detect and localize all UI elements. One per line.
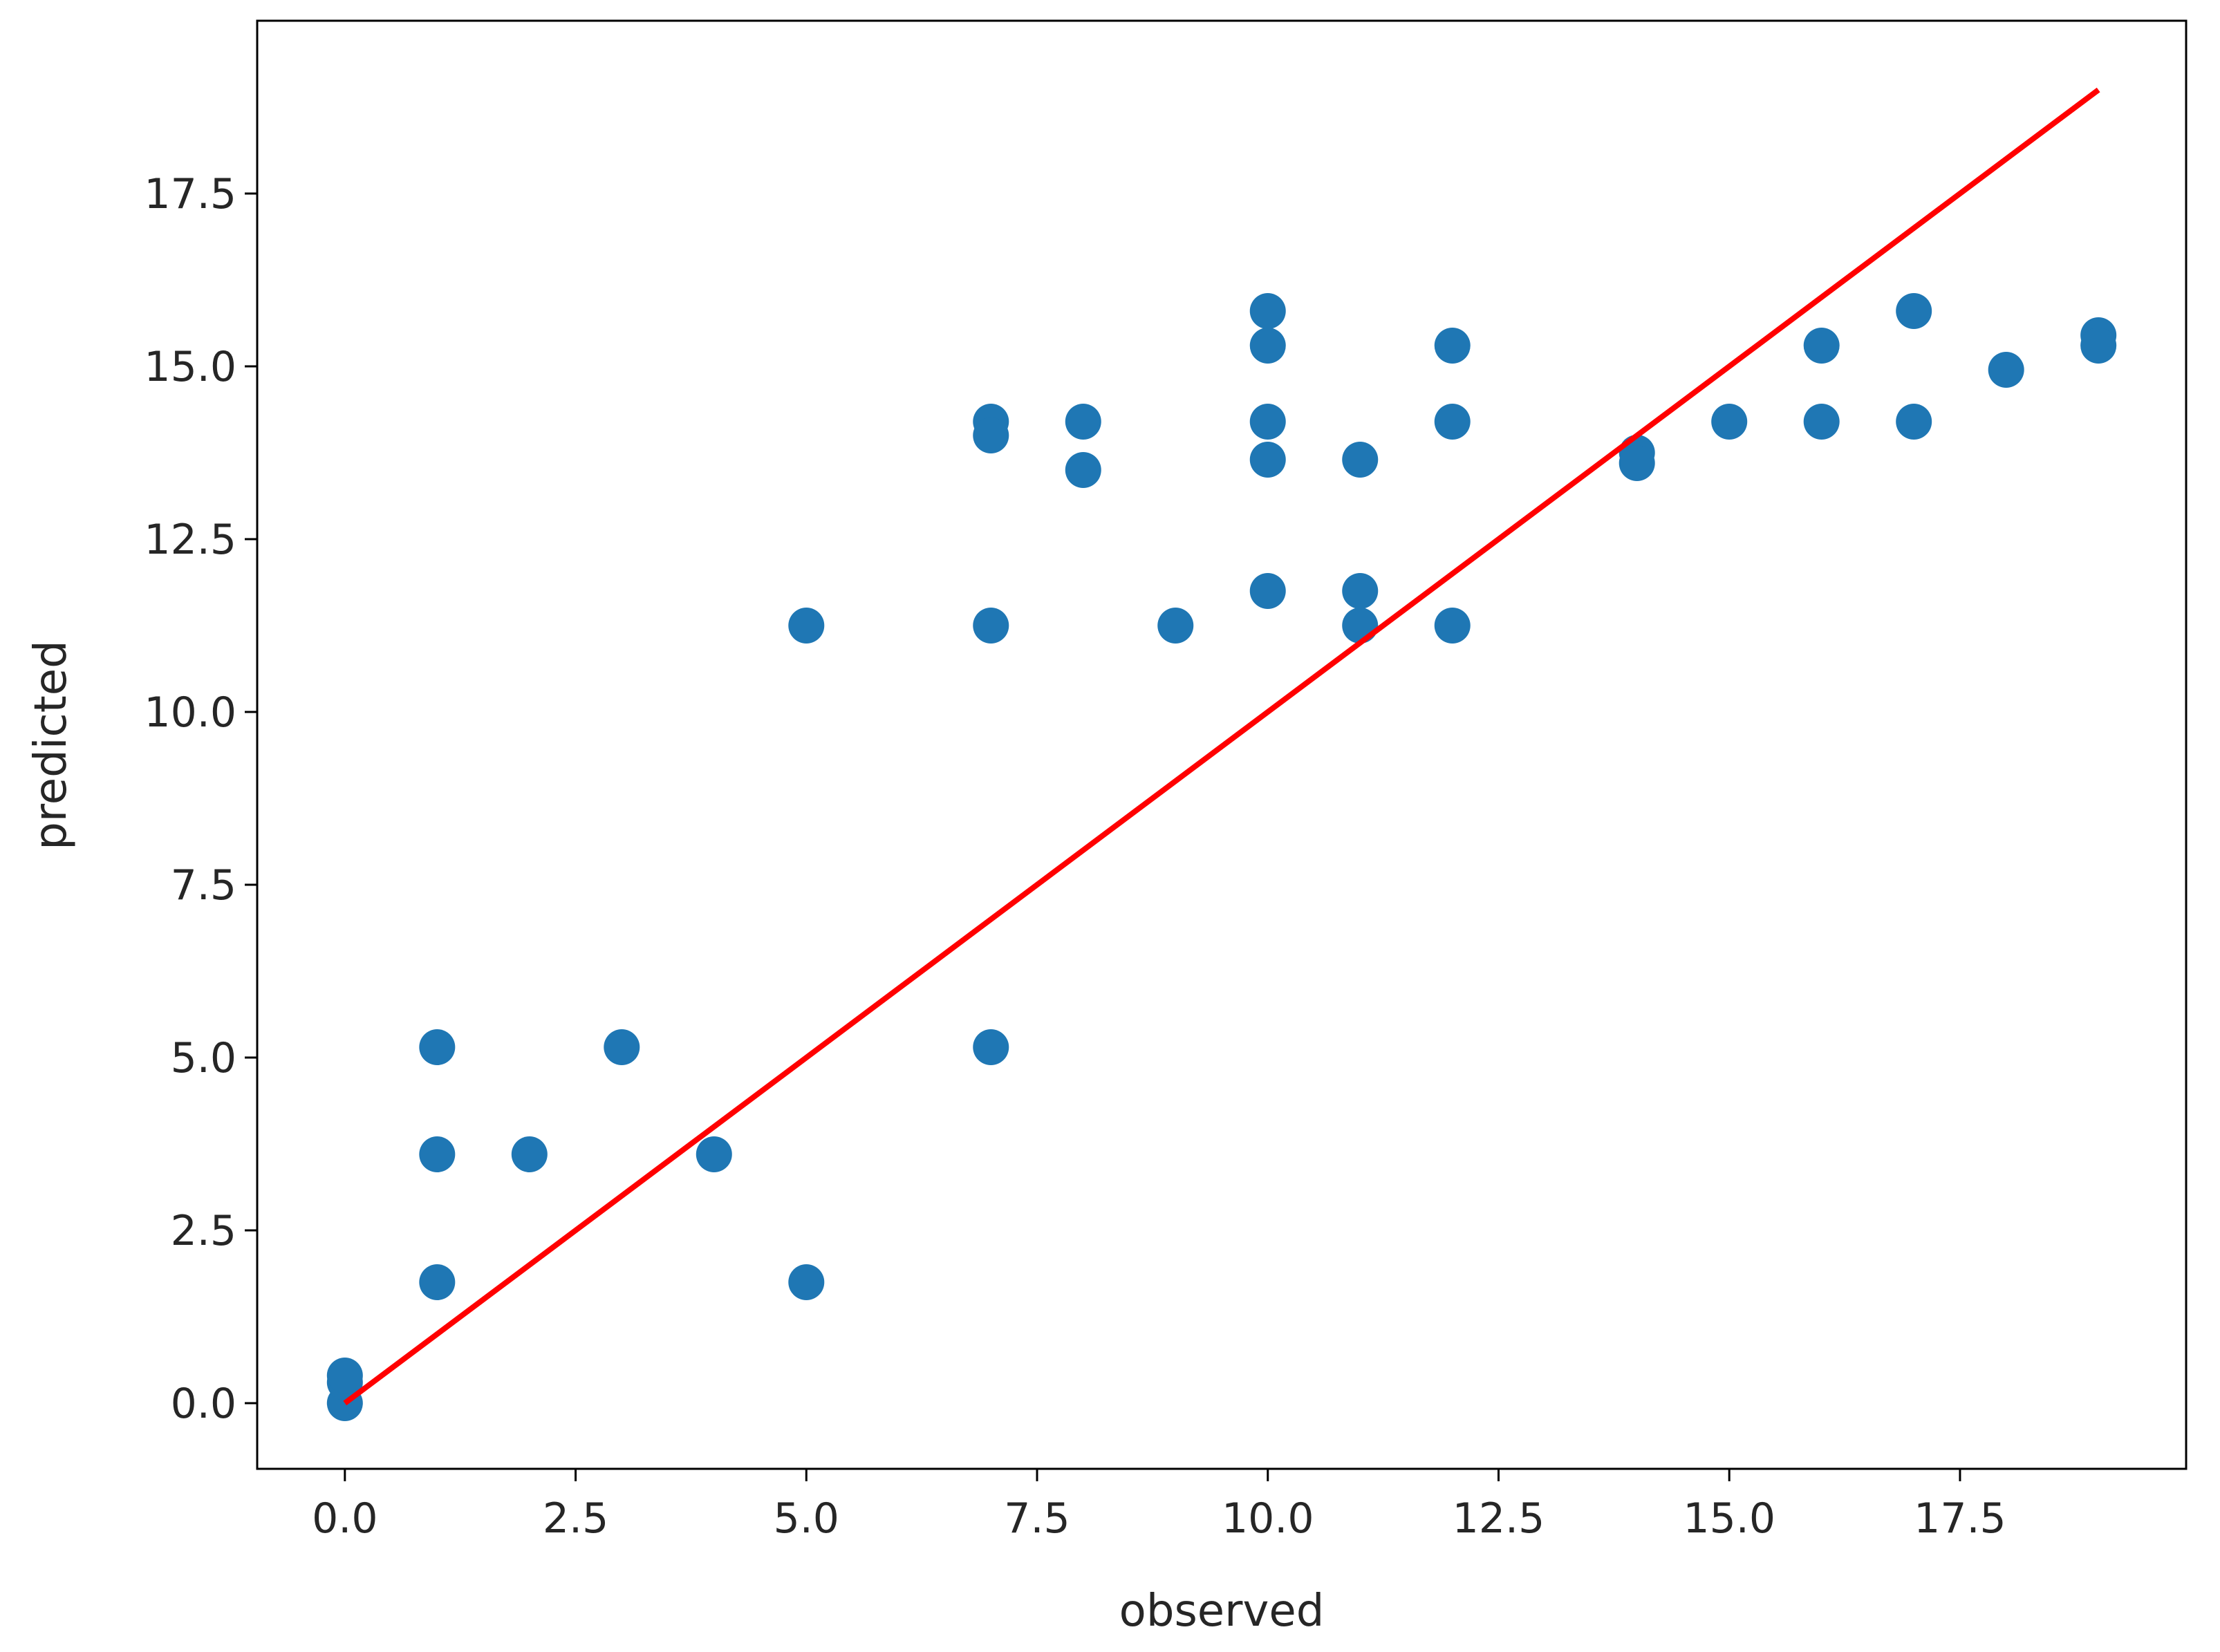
data-point (1434, 608, 1471, 644)
x-tick-label: 12.5 (1453, 1494, 1545, 1543)
y-tick-label: 10.0 (144, 688, 236, 737)
data-point (1065, 404, 1101, 440)
y-tick-label: 2.5 (171, 1207, 236, 1255)
y-tick-label: 15.0 (144, 343, 236, 391)
data-point (1803, 404, 1840, 440)
data-point (1249, 573, 1286, 609)
data-point (788, 1264, 825, 1300)
data-point (1249, 442, 1286, 478)
x-tick-label: 17.5 (1914, 1494, 2006, 1543)
data-point (1434, 328, 1471, 364)
y-tick-label: 12.5 (144, 516, 236, 564)
x-tick-label: 10.0 (1222, 1494, 1314, 1543)
y-tick-label: 17.5 (144, 170, 236, 218)
data-point (1342, 573, 1379, 609)
plot-frame (256, 19, 2188, 1470)
x-tick-label: 15.0 (1683, 1494, 1775, 1543)
data-point (1896, 293, 1932, 329)
data-point (511, 1136, 548, 1172)
data-point (1619, 445, 1655, 481)
x-tick-label: 2.5 (543, 1494, 608, 1543)
data-point (419, 1029, 456, 1065)
y-tick-label: 0.0 (171, 1380, 236, 1428)
data-point (1249, 293, 1286, 329)
data-point (1434, 404, 1471, 440)
data-point (1988, 352, 2024, 388)
data-point (604, 1029, 640, 1065)
data-point (696, 1136, 732, 1172)
x-axis-label: observed (1119, 1586, 1325, 1637)
data-point (326, 1358, 363, 1393)
y-axis-label: predicted (26, 640, 77, 850)
x-tick-label: 5.0 (774, 1494, 839, 1543)
data-point (788, 608, 825, 644)
x-tick-label: 7.5 (1004, 1494, 1070, 1543)
data-point (1065, 452, 1101, 488)
y-tick-label: 7.5 (171, 861, 236, 910)
identity-line-layer (343, 87, 2100, 1406)
data-point (2080, 328, 2117, 364)
data-point (973, 417, 1009, 453)
data-point (1896, 404, 1932, 440)
identity-line (343, 87, 2100, 1406)
x-tick-label: 0.0 (312, 1494, 377, 1543)
data-point (973, 608, 1009, 644)
data-point (419, 1264, 456, 1300)
data-point (1157, 608, 1194, 644)
points-layer (326, 293, 2117, 1421)
data-point (1249, 404, 1286, 440)
data-point (1711, 404, 1748, 440)
data-point (419, 1136, 456, 1172)
y-tick-label: 5.0 (171, 1034, 236, 1082)
x-axis-ticks: 0.0 2.5 5.0 7.5 10.0 12.5 15.0 17.5 (312, 1469, 2006, 1543)
y-axis-ticks: 0.0 2.5 5.0 7.5 10.0 12.5 15.0 17.5 (144, 170, 257, 1428)
data-point (1249, 328, 1286, 364)
data-point (1342, 608, 1379, 644)
data-point (973, 1029, 1009, 1065)
data-point (1342, 442, 1379, 478)
data-point (1803, 328, 1840, 364)
